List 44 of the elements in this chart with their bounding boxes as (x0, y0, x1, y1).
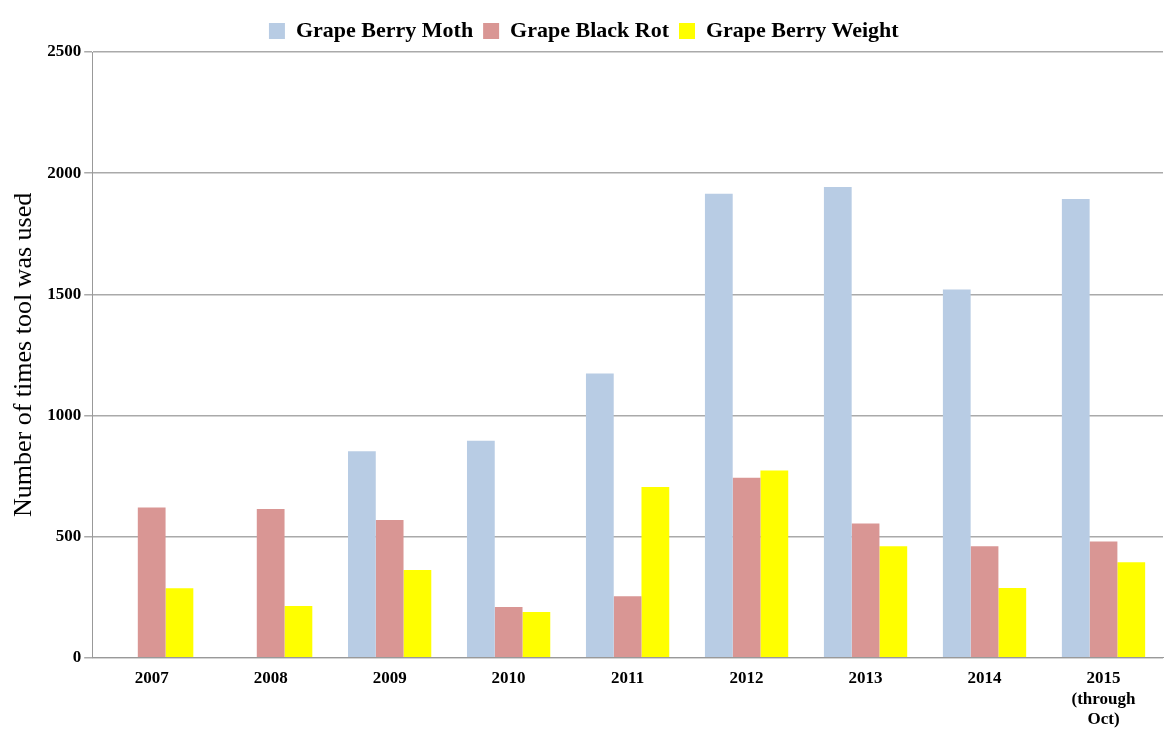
bar (942, 289, 971, 658)
y-tick-label: 1500 (47, 283, 82, 303)
bar (760, 470, 789, 658)
bar (970, 546, 999, 658)
x-tick-label: 2009 (372, 668, 407, 688)
y-tick-label: 1000 (47, 404, 82, 424)
bar (284, 605, 313, 658)
bar (466, 440, 495, 658)
bar (375, 519, 404, 658)
x-tick-label: 2011 (611, 668, 645, 688)
legend-label: Grape Berry Moth (295, 16, 474, 42)
bar (851, 523, 880, 658)
bar (641, 486, 670, 658)
bar (522, 612, 551, 658)
x-tick-label: 2008 (253, 668, 288, 688)
bar (732, 477, 761, 658)
y-tick-label: 500 (55, 526, 82, 546)
bar (348, 451, 376, 658)
bar (613, 596, 642, 658)
y-tick-label: 2000 (47, 162, 82, 182)
x-tick-label: 2013 (848, 668, 883, 688)
x-tick-label: 2010 (491, 668, 526, 688)
bar (256, 509, 285, 658)
y-axis-title: Number of times tool was used (8, 192, 38, 518)
bar (585, 373, 614, 658)
bar (1117, 562, 1146, 658)
y-tick-label: 0 (72, 647, 82, 667)
bar (1061, 199, 1090, 658)
bar (1089, 541, 1118, 658)
bar (879, 546, 908, 658)
legend-label: Grape Black Rot (510, 16, 670, 42)
bar (137, 507, 166, 658)
bar (403, 570, 432, 658)
legend-label: Grape Berry Weight (705, 16, 900, 42)
x-tick-label: 2014 (967, 668, 1003, 688)
x-tick-label: 2007 (134, 668, 170, 688)
bar (704, 193, 733, 658)
y-tick-label: 2500 (47, 41, 82, 61)
x-tick-label: 2015 (through Oct) (1071, 668, 1137, 729)
bar (823, 186, 852, 658)
x-tick-label: 2012 (729, 668, 764, 688)
bar (165, 588, 194, 658)
bar (494, 606, 523, 658)
bar (998, 588, 1027, 658)
